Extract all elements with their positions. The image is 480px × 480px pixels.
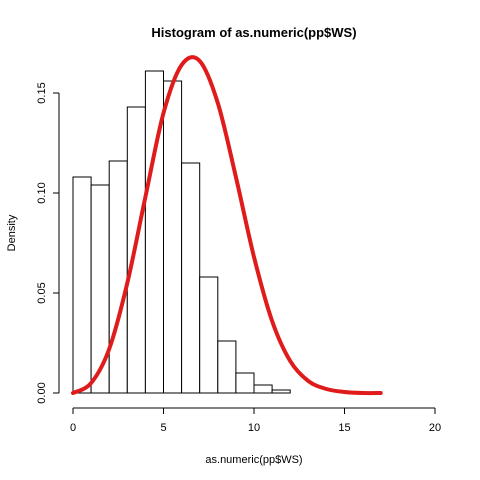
chart-title: Histogram of as.numeric(pp$WS) <box>151 25 356 40</box>
y-tick-label-2: 0.10 <box>36 182 48 203</box>
x-axis: 0 5 10 15 20 <box>70 407 441 434</box>
density-curve <box>71 55 383 396</box>
histogram-bar-5 <box>163 80 183 394</box>
x-tick-label-3: 15 <box>338 422 350 434</box>
x-tick-label-1: 5 <box>160 422 166 434</box>
x-tick-label-0: 0 <box>70 422 76 434</box>
histogram-bar-11 <box>271 389 291 394</box>
x-tick-label-2: 10 <box>248 422 260 434</box>
y-tick-label-0: 0.00 <box>36 382 48 403</box>
histogram-bar-9 <box>235 372 255 394</box>
density-curve-layer <box>71 55 383 396</box>
histogram-bar-10 <box>253 384 273 394</box>
y-tick-label-3: 0.15 <box>36 82 48 103</box>
histogram-bars <box>72 70 291 394</box>
y-axis: 0.00 0.05 0.10 0.15 <box>36 82 60 404</box>
histogram-bar-8 <box>217 340 237 394</box>
histogram-bar-6 <box>181 162 201 394</box>
x-axis-label: as.numeric(pp$WS) <box>205 454 302 466</box>
y-axis-label: Density <box>6 214 18 251</box>
histogram-bar-1 <box>90 184 110 394</box>
histogram-bar-7 <box>199 276 219 394</box>
x-tick-label-4: 20 <box>429 422 441 434</box>
histogram-bar-0 <box>72 176 92 394</box>
y-tick-label-1: 0.05 <box>36 282 48 303</box>
histogram-bar-2 <box>108 160 128 394</box>
